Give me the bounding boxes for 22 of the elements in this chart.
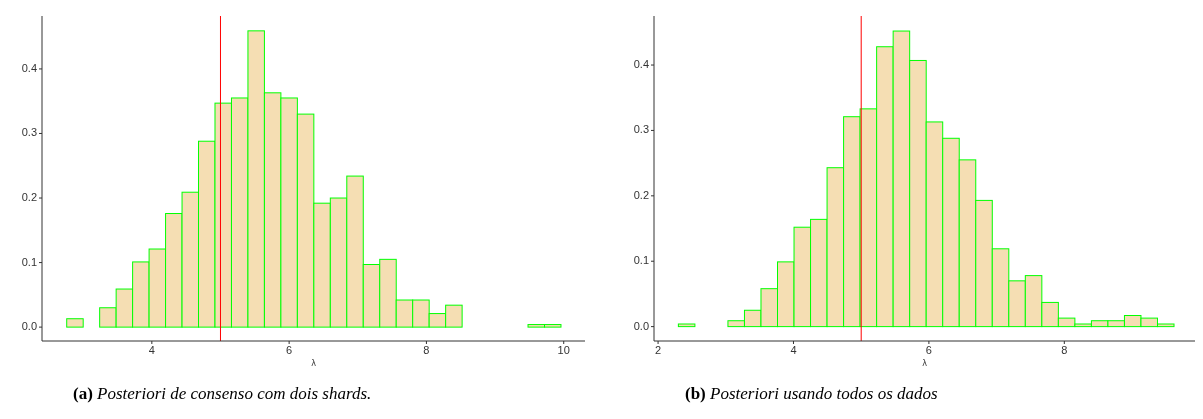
y-tick-label: 0.3 xyxy=(21,126,37,139)
x-tick-label: 6 xyxy=(925,344,932,356)
x-tick-label: 6 xyxy=(286,344,293,356)
y-tick-label: 0.4 xyxy=(633,58,649,71)
x-tick-label: 8 xyxy=(423,344,430,356)
y-tick-label: 0.1 xyxy=(633,254,649,267)
x-tick-label: 8 xyxy=(1061,344,1068,356)
y-tick-label: 0.2 xyxy=(633,188,649,201)
y-tick-label: 0.0 xyxy=(21,320,37,333)
x-axis-title: λ xyxy=(922,359,928,368)
text: (a) Posteriori de consenso com dois shards. xyxy=(73,384,372,403)
y-tick-label: 0.0 xyxy=(633,319,649,332)
y-tick-label: 0.4 xyxy=(21,61,37,74)
y-tick-label: 0.3 xyxy=(633,123,649,136)
x-tick-label: 2 xyxy=(655,344,662,356)
x-tick-label: 10 xyxy=(557,344,570,356)
text: (b) Posteriori usando todos os dados xyxy=(685,384,939,403)
y-tick-label: 0.2 xyxy=(21,191,37,204)
x-axis-title: λ xyxy=(311,359,317,368)
x-tick-label: 4 xyxy=(790,344,797,356)
x-tick-label: 4 xyxy=(148,344,155,356)
y-tick-label: 0.1 xyxy=(21,255,37,268)
